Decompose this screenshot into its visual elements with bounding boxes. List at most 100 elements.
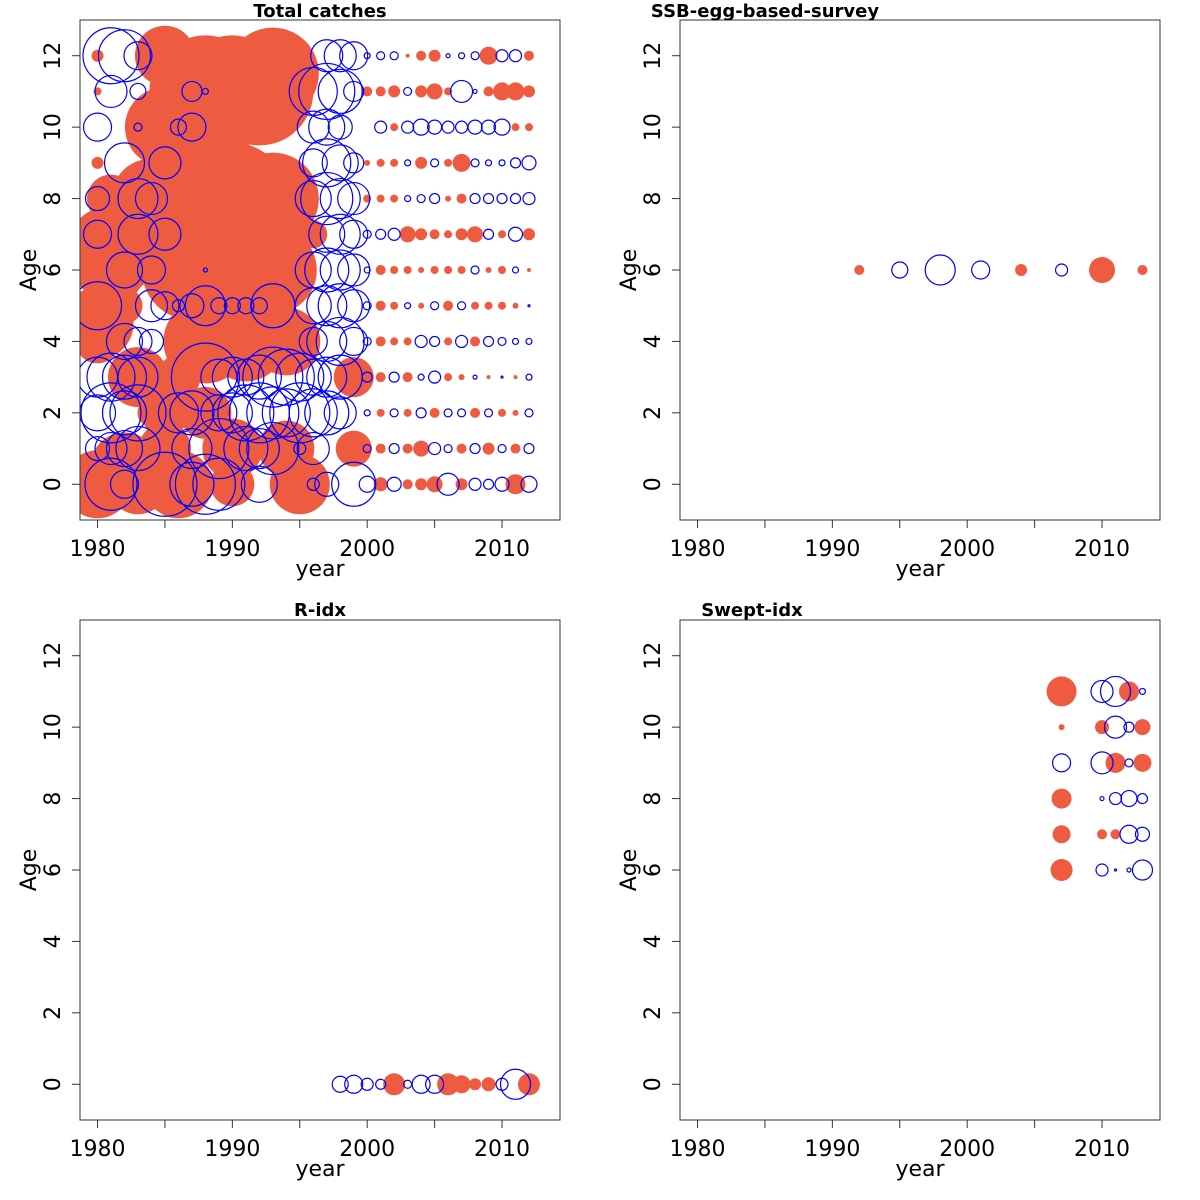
bubble-positive — [523, 50, 534, 61]
bubble-negative — [337, 289, 371, 323]
bubble-negative — [184, 285, 226, 327]
bubble-negative — [363, 409, 371, 417]
bubble-negative — [467, 119, 483, 135]
bubble-negative — [523, 442, 535, 455]
bubble-negative — [134, 181, 169, 216]
y-tick-label: 8 — [641, 192, 666, 206]
bubble-positive — [429, 407, 440, 418]
bubble-negative — [496, 192, 508, 205]
bubble-positive — [415, 228, 428, 241]
bubble-negative — [169, 461, 215, 507]
bubble-negative — [1124, 758, 1134, 768]
bubble-negative — [497, 336, 507, 347]
bubble-negative — [343, 80, 365, 103]
y-tick-label: 12 — [41, 642, 66, 670]
y-axis-label: Age — [17, 249, 42, 292]
x-tick-label: 2000 — [939, 1137, 995, 1162]
bubble-positive — [452, 1075, 471, 1094]
y-tick-label: 0 — [641, 1077, 666, 1091]
y-tick-label: 4 — [641, 934, 666, 948]
bubble-negative — [101, 390, 148, 436]
bubble-negative — [500, 375, 504, 379]
bubble-negative — [1119, 824, 1139, 844]
bubble-negative — [524, 408, 534, 418]
axes: 1980 1990 2000 2010 0 2 4 6 8 10 12 — [41, 642, 530, 1162]
bubble-negative — [508, 49, 523, 63]
bubble-positive — [444, 266, 453, 274]
bubble-positive — [522, 228, 535, 241]
bubble-negative — [321, 144, 359, 182]
bubble-positive — [469, 1078, 482, 1091]
bubble-positive — [299, 220, 328, 249]
bubble-negative — [1099, 795, 1105, 802]
bubble-negative — [201, 87, 209, 96]
bubble-negative — [375, 1078, 387, 1090]
y-tick-label: 10 — [41, 713, 66, 741]
bubble-positive — [375, 86, 386, 97]
bubble-positive — [390, 337, 399, 346]
bubble-negative — [472, 88, 478, 95]
bubble-positive — [444, 158, 453, 167]
bubble-negative — [304, 247, 350, 293]
bubble-negative — [469, 442, 481, 455]
bubble-positive — [505, 474, 526, 495]
plot-area — [331, 1068, 540, 1100]
bubble-negative — [308, 215, 346, 253]
plot-frame — [679, 619, 1161, 1121]
bubble-negative — [133, 122, 143, 132]
bubble-positive — [498, 301, 507, 310]
bubble-positive — [91, 156, 104, 169]
bubble-negative — [344, 1074, 364, 1094]
bubble-negative — [148, 146, 182, 180]
x-tick-label: 1990 — [804, 1137, 860, 1162]
bubble-negative — [101, 354, 148, 400]
bubble-negative — [82, 112, 113, 142]
bubble-negative — [404, 194, 412, 203]
y-tick-label: 12 — [641, 642, 666, 670]
bubble-negative — [891, 261, 909, 279]
y-tick-label: 4 — [641, 334, 666, 348]
bubble-positive — [510, 443, 521, 454]
bubble-positive — [375, 265, 386, 275]
bubble-negative — [1090, 679, 1114, 704]
bubble-negative — [386, 476, 402, 492]
bubble-positive — [1095, 720, 1110, 735]
bubble-negative — [415, 407, 427, 419]
bubble-positive — [134, 25, 195, 86]
bubble-positive — [413, 440, 430, 457]
bubble-positive — [228, 226, 317, 314]
bubble-positive — [455, 478, 468, 491]
bubble-negative — [177, 112, 207, 142]
bubble-negative — [343, 152, 365, 174]
bubble-negative — [498, 159, 506, 167]
bubble-positive — [1089, 257, 1116, 283]
bubble-negative — [1095, 863, 1109, 877]
y-tick-label: 0 — [641, 477, 666, 491]
bubble-negative — [314, 471, 340, 497]
bubble-positive — [1050, 859, 1073, 881]
bubble-negative — [80, 394, 117, 432]
bubble-negative — [105, 251, 144, 289]
bubble-positive — [444, 337, 453, 346]
y-tick-label: 6 — [641, 863, 666, 877]
bubble-negative — [404, 159, 412, 167]
bubble-negative — [169, 118, 188, 136]
bubble-negative — [105, 322, 144, 361]
bubble-negative — [388, 371, 400, 383]
bubble-negative — [323, 39, 357, 73]
bubble-negative — [94, 431, 128, 466]
bubble-positive — [498, 230, 507, 239]
bubble-negative — [211, 392, 253, 434]
bubble-positive — [458, 374, 465, 381]
bubble-positive — [1118, 681, 1139, 702]
bubble-positive — [375, 336, 386, 347]
bubble-positive — [481, 1077, 496, 1092]
bubble-negative — [339, 41, 369, 71]
bubble-negative — [482, 192, 495, 205]
plot-frame — [79, 619, 561, 1121]
bubble-positive — [428, 49, 441, 62]
bubble-positive — [390, 158, 399, 167]
bubble-negative — [429, 335, 441, 348]
x-tick-label: 2000 — [939, 537, 995, 562]
bubble-negative — [148, 217, 182, 251]
